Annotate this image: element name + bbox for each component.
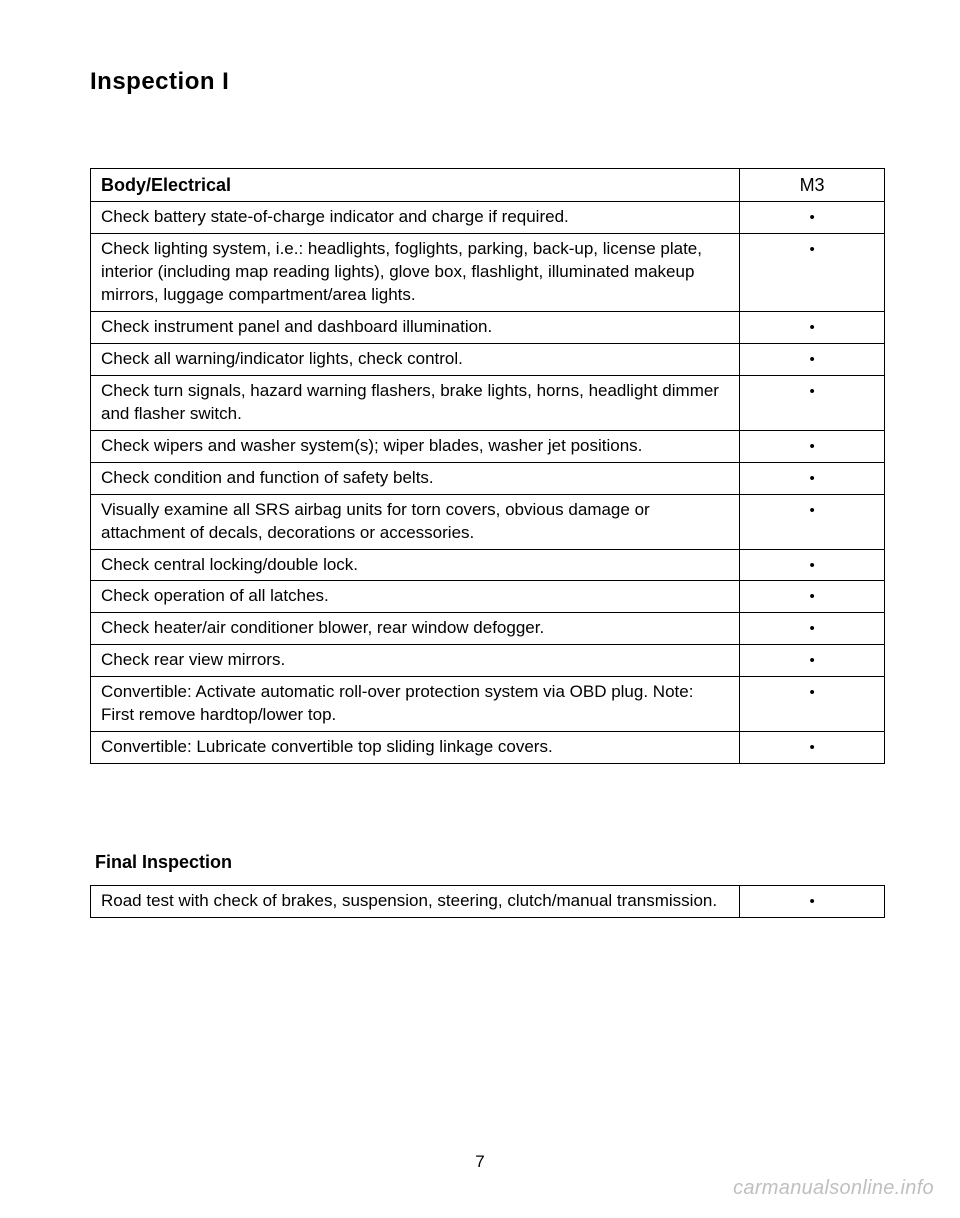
table-row: Check heater/air conditioner blower, rea… — [91, 613, 885, 645]
bullet-icon: • — [809, 555, 814, 573]
row-desc: Check condition and function of safety b… — [91, 462, 740, 494]
row-mark: • — [740, 732, 885, 764]
table-row: Check operation of all latches. • — [91, 581, 885, 613]
page-number: 7 — [0, 1152, 960, 1172]
table-row: Convertible: Lubricate convertible top s… — [91, 732, 885, 764]
row-desc: Visually examine all SRS airbag units fo… — [91, 494, 740, 549]
row-desc: Check wipers and washer system(s); wiper… — [91, 430, 740, 462]
bullet-icon: • — [809, 317, 814, 335]
row-desc: Check central locking/double lock. — [91, 549, 740, 581]
table-row: Check rear view mirrors. • — [91, 645, 885, 677]
bullet-icon: • — [809, 468, 814, 486]
column-header: M3 — [740, 169, 885, 202]
bullet-icon: • — [809, 618, 814, 636]
bullet-icon: • — [809, 737, 814, 755]
table-row: Check wipers and washer system(s); wiper… — [91, 430, 885, 462]
row-mark: • — [740, 613, 885, 645]
row-desc: Check turn signals, hazard warning flash… — [91, 375, 740, 430]
page-title: Inspection I — [90, 68, 885, 96]
row-mark: • — [740, 581, 885, 613]
bullet-icon: • — [809, 500, 814, 518]
row-mark: • — [740, 234, 885, 312]
table-row: Check central locking/double lock. • — [91, 549, 885, 581]
table-row: Check lighting system, i.e.: headlights,… — [91, 234, 885, 312]
row-desc: Check operation of all latches. — [91, 581, 740, 613]
row-desc: Check rear view mirrors. — [91, 645, 740, 677]
bullet-icon: • — [809, 436, 814, 454]
row-desc: Convertible: Activate automatic roll-ove… — [91, 677, 740, 732]
table-row: Road test with check of brakes, suspensi… — [91, 886, 885, 918]
table-row: Check condition and function of safety b… — [91, 462, 885, 494]
bullet-icon: • — [809, 586, 814, 604]
row-desc: Road test with check of brakes, suspensi… — [91, 886, 740, 918]
row-mark: • — [740, 430, 885, 462]
row-desc: Check heater/air conditioner blower, rea… — [91, 613, 740, 645]
bullet-icon: • — [809, 650, 814, 668]
bullet-icon: • — [809, 207, 814, 225]
row-mark: • — [740, 549, 885, 581]
section-label: Body/Electrical — [91, 169, 740, 202]
row-desc: Check lighting system, i.e.: headlights,… — [91, 234, 740, 312]
table-row: Check all warning/indicator lights, chec… — [91, 343, 885, 375]
row-mark: • — [740, 462, 885, 494]
row-mark: • — [740, 312, 885, 344]
row-mark: • — [740, 375, 885, 430]
table-row: Check instrument panel and dashboard ill… — [91, 312, 885, 344]
row-mark: • — [740, 677, 885, 732]
table-row: Check battery state-of-charge indicator … — [91, 202, 885, 234]
table-row: Visually examine all SRS airbag units fo… — [91, 494, 885, 549]
bullet-icon: • — [809, 682, 814, 700]
row-mark: • — [740, 645, 885, 677]
bullet-icon: • — [809, 891, 814, 909]
row-mark: • — [740, 343, 885, 375]
row-desc: Check all warning/indicator lights, chec… — [91, 343, 740, 375]
row-mark: • — [740, 886, 885, 918]
row-mark: • — [740, 494, 885, 549]
table-row: Check turn signals, hazard warning flash… — [91, 375, 885, 430]
row-desc: Convertible: Lubricate convertible top s… — [91, 732, 740, 764]
watermark-text: carmanualsonline.info — [733, 1177, 934, 1200]
table-header-row: Body/Electrical M3 — [91, 169, 885, 202]
final-inspection-table: Road test with check of brakes, suspensi… — [90, 885, 885, 918]
bullet-icon: • — [809, 239, 814, 257]
body-electrical-table: Body/Electrical M3 Check battery state-o… — [90, 168, 885, 764]
table-row: Convertible: Activate automatic roll-ove… — [91, 677, 885, 732]
row-desc: Check instrument panel and dashboard ill… — [91, 312, 740, 344]
page-container: Inspection I Body/Electrical M3 Check ba… — [0, 0, 960, 918]
final-inspection-title: Final Inspection — [95, 852, 885, 873]
bullet-icon: • — [809, 349, 814, 367]
row-mark: • — [740, 202, 885, 234]
row-desc: Check battery state-of-charge indicator … — [91, 202, 740, 234]
bullet-icon: • — [809, 381, 814, 399]
